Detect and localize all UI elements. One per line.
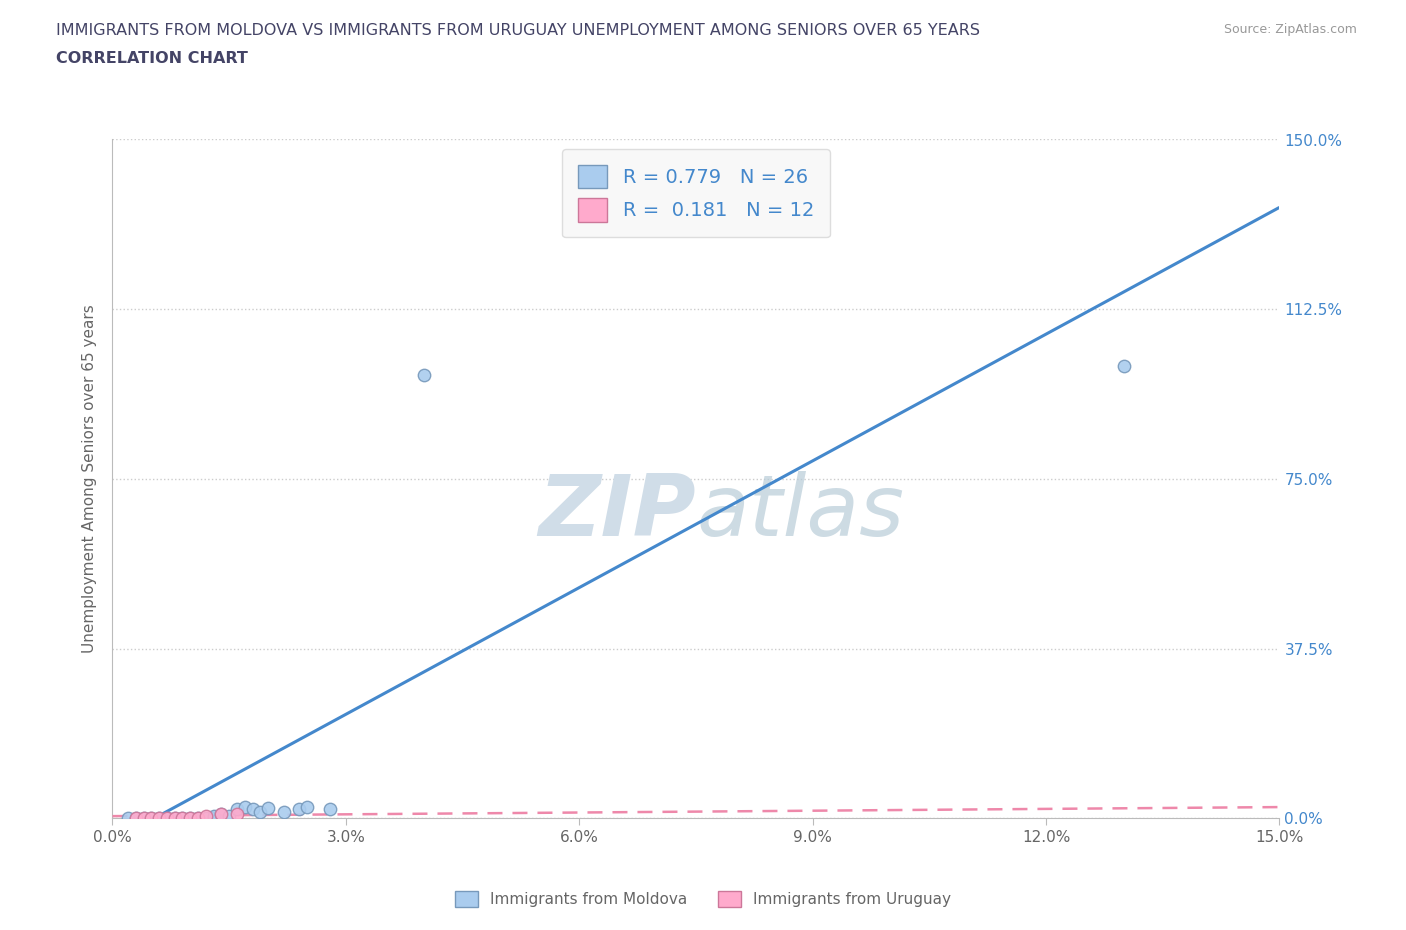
Point (194, 811, 217, 826)
Point (187, 811, 209, 826)
Point (148, 811, 170, 826)
Point (179, 811, 201, 826)
Point (194, 809, 217, 824)
Point (172, 811, 194, 826)
Point (319, 802, 342, 817)
Point (156, 811, 179, 826)
Text: IMMIGRANTS FROM MOLDOVA VS IMMIGRANTS FROM URUGUAY UNEMPLOYMENT AMONG SENIORS OV: IMMIGRANTS FROM MOLDOVA VS IMMIGRANTS FR… (56, 23, 980, 38)
Point (187, 811, 209, 826)
Point (295, 800, 318, 815)
Point (117, 811, 139, 826)
Point (163, 811, 186, 826)
Point (156, 811, 179, 826)
Point (163, 811, 186, 826)
Point (125, 811, 148, 826)
Point (202, 809, 225, 824)
Legend: R = 0.779   N = 26, R =  0.181   N = 12: R = 0.779 N = 26, R = 0.181 N = 12 (562, 149, 830, 237)
Point (226, 806, 249, 821)
Point (273, 804, 295, 819)
Point (233, 800, 256, 815)
Point (249, 804, 271, 819)
Point (125, 811, 148, 826)
Point (257, 801, 280, 816)
Y-axis label: Unemployment Among Seniors over 65 years: Unemployment Among Seniors over 65 years (82, 305, 97, 653)
Text: CORRELATION CHART: CORRELATION CHART (56, 51, 247, 66)
Text: atlas: atlas (696, 472, 904, 554)
Legend: Immigrants from Moldova, Immigrants from Uruguay: Immigrants from Moldova, Immigrants from… (449, 884, 957, 913)
Point (148, 811, 170, 826)
Point (242, 802, 264, 817)
Point (288, 802, 311, 817)
Text: ZIP: ZIP (538, 472, 696, 554)
Point (179, 811, 201, 826)
Point (1112, 358, 1135, 373)
Point (218, 809, 240, 824)
Point (172, 811, 194, 826)
Point (202, 811, 225, 826)
Point (412, 367, 434, 382)
Point (226, 802, 249, 817)
Point (132, 811, 155, 826)
Point (141, 811, 163, 826)
Point (209, 806, 232, 821)
Point (132, 811, 155, 826)
Text: Source: ZipAtlas.com: Source: ZipAtlas.com (1223, 23, 1357, 36)
Point (141, 811, 163, 826)
Point (209, 806, 232, 821)
